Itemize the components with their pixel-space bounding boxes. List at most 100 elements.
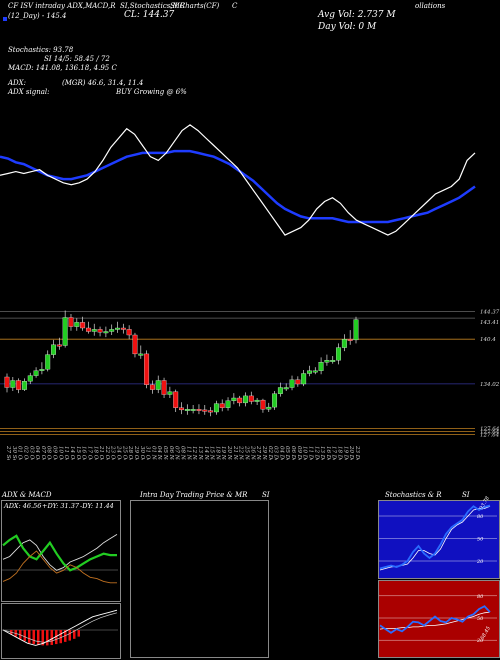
x-tick-label: 29 Oct — [133, 445, 139, 460]
candle-body — [312, 370, 318, 373]
x-tick-label: 17 Dec — [331, 446, 337, 460]
stoch-title: Stochastics & R — [385, 491, 442, 499]
candle-body — [155, 380, 161, 390]
x-tick-label: 29 Nov — [261, 445, 267, 460]
x-tick-label: 14 Oct — [69, 446, 75, 460]
x-tick-label: 28 Oct — [127, 445, 133, 460]
buy-signal: BUY Growing @ 6% — [116, 88, 187, 96]
candle-body — [330, 360, 336, 362]
price-label: 127.64 — [480, 432, 500, 438]
x-tick-label: 04 Dec — [278, 446, 284, 460]
x-tick-label: 16 Oct — [81, 446, 87, 460]
candle-body — [289, 379, 295, 388]
x-tick-label: 04 Nov — [156, 446, 162, 460]
candle-body — [167, 391, 173, 395]
stoch-title-suffix: SI — [462, 491, 470, 499]
candle-body — [283, 387, 289, 390]
candle-body — [80, 322, 86, 329]
x-tick-label: 24 Oct — [116, 445, 122, 460]
x-tick-label: 15 Nov — [209, 446, 215, 460]
x-tick-label: 07 Nov — [174, 446, 180, 460]
candle-body — [74, 322, 80, 327]
rsi-value: SI 14/5: 58.45 / 72 — [44, 55, 110, 63]
candle-body — [347, 339, 353, 341]
x-tick-label: 27 Nov — [255, 445, 261, 460]
candle-body — [51, 344, 56, 355]
mdy-reading: -DY: 11.44 — [80, 502, 114, 510]
adx-macd-title: ADX & MACD — [2, 491, 52, 499]
candle-body — [27, 375, 33, 382]
candle-body — [4, 376, 10, 388]
x-tick-label: 25 Oct — [121, 445, 127, 460]
x-tick-label: 19 Nov — [220, 446, 226, 460]
oscillator-line — [0, 124, 476, 236]
x-tick-label: 03 Oct — [28, 446, 34, 460]
candle-body — [307, 370, 312, 374]
x-tick-label: 04 Oct — [34, 446, 40, 460]
x-tick-label: 21 Nov — [232, 445, 238, 460]
price-label: 140.4 — [480, 337, 496, 343]
x-tick-label: 16 Dec — [325, 446, 331, 460]
x-tick-label: 10 Dec — [302, 446, 308, 460]
x-tick-label: 20 Dec — [348, 445, 354, 460]
x-tick-label: 03 Dec — [273, 446, 279, 460]
candle-body — [353, 319, 359, 341]
legend-swatch — [3, 17, 7, 21]
price-label: 134.02 — [480, 382, 500, 388]
candle-body — [225, 400, 231, 408]
candle-body — [56, 344, 62, 347]
x-tick-label: 17 Oct — [86, 446, 92, 460]
intraday-title-suffix: SI — [262, 491, 270, 499]
x-tick-label: 21 Oct — [98, 445, 104, 460]
candle-body — [126, 329, 132, 336]
x-tick-label: 13 Dec — [319, 446, 325, 460]
x-tick-label: 02 Dec — [267, 446, 273, 460]
candle-body — [97, 329, 103, 333]
x-tick-label: 05 Dec — [284, 446, 290, 460]
x-tick-label: 02 Oct — [22, 446, 28, 460]
macd-value: MACD: 141.08, 136.18, 4.95 C — [8, 64, 117, 72]
x-tick-label: 08 Oct — [46, 446, 52, 460]
candle-body — [68, 317, 74, 327]
x-tick-label: 18 Oct — [92, 446, 98, 460]
candle-body — [237, 397, 243, 404]
intraday-panel — [130, 500, 269, 658]
candle-body — [260, 399, 266, 410]
candle-body — [248, 395, 254, 402]
candle-body — [109, 329, 115, 332]
candle-body — [161, 380, 167, 395]
x-tick-label: 19 Dec — [342, 446, 348, 460]
candle-body — [266, 406, 272, 410]
x-tick-label: 05 Nov — [162, 446, 168, 460]
pdy-reading: +DY: 31.37 — [42, 502, 80, 510]
candle-body — [272, 393, 278, 408]
header-suffix: ollations — [415, 2, 446, 10]
candle-body — [138, 353, 144, 356]
header-c: C — [232, 2, 238, 10]
candle-body — [190, 409, 196, 411]
x-tick-label: 11 Nov — [185, 446, 191, 460]
header-symbol: SI Charts(CF) — [170, 2, 220, 10]
candle-body — [62, 317, 68, 346]
candle-body — [336, 347, 341, 361]
adx-panel — [1, 500, 121, 602]
candle-body — [324, 360, 330, 363]
candle-body — [45, 354, 51, 370]
x-tick-label: 31 Oct — [145, 446, 151, 460]
candle-body — [39, 369, 45, 371]
x-tick-label: 23 Dec — [354, 445, 360, 460]
x-tick-label: 30 Oct — [139, 446, 145, 460]
close-label: CL: 144.37 — [124, 10, 175, 20]
x-tick-label: 07 Oct — [40, 446, 46, 460]
candle-body — [196, 409, 202, 411]
x-tick-label: 27 Sep — [5, 445, 11, 460]
avg-vol-label: Avg Vol: 2.737 M — [318, 10, 396, 20]
header-indicators: SI,Stochastics,MR — [120, 2, 186, 10]
x-tick-label: 26 Nov — [249, 445, 255, 460]
candle-body — [115, 327, 120, 330]
price-label: 143.41 — [480, 320, 499, 326]
candle-body — [120, 327, 126, 330]
x-tick-label: 30 Sep — [11, 446, 17, 460]
x-tick-label: 20 Nov — [226, 445, 232, 460]
x-tick-label: 09 Oct — [52, 446, 58, 460]
